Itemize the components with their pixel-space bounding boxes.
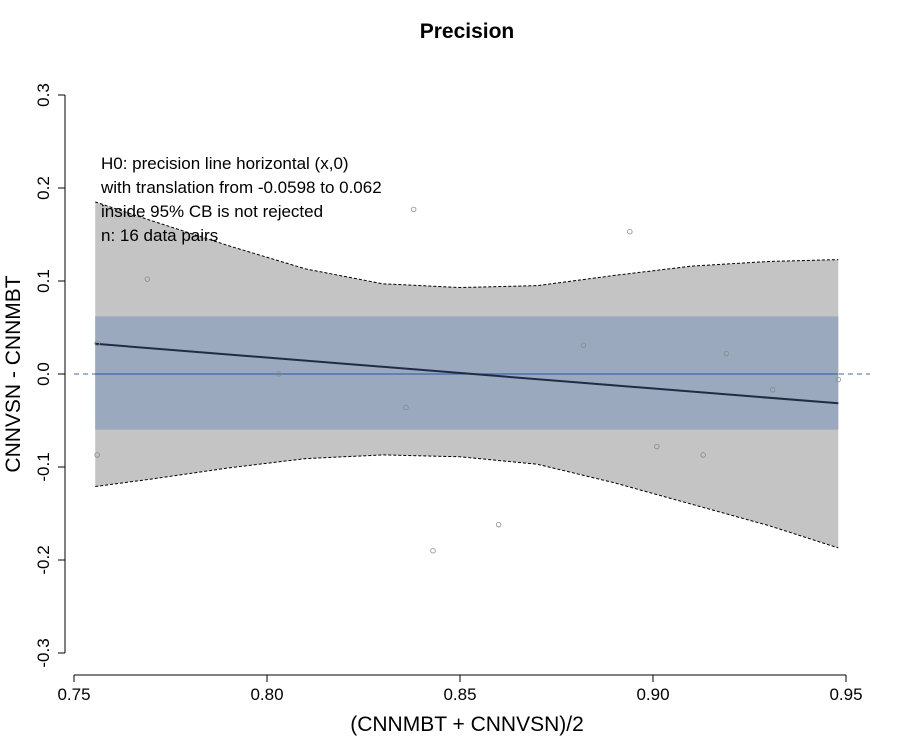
data-point bbox=[627, 229, 633, 235]
x-tick-label: 0.80 bbox=[250, 685, 283, 704]
x-tick-label: 0.90 bbox=[636, 685, 669, 704]
line-layer bbox=[74, 342, 870, 405]
point-layer bbox=[94, 206, 841, 554]
annotation-line: inside 95% CB is not rejected bbox=[101, 202, 323, 221]
x-tick-label: 0.85 bbox=[443, 685, 476, 704]
annotation-line: with translation from -0.0598 to 0.062 bbox=[100, 178, 382, 197]
data-point bbox=[410, 206, 417, 213]
y-tick-label: -0.2 bbox=[34, 545, 53, 574]
chart-title: Precision bbox=[420, 20, 515, 43]
y-tick-label: -0.1 bbox=[34, 452, 53, 481]
data-point bbox=[495, 521, 502, 528]
y-axis-label: CNNVSN - CNNMBT bbox=[2, 275, 25, 472]
x-tick-label: 0.75 bbox=[57, 685, 90, 704]
data-point bbox=[835, 376, 841, 383]
data-point bbox=[275, 371, 282, 377]
y-tick-label: 0.0 bbox=[34, 362, 53, 386]
y-tick-label: 0.2 bbox=[34, 176, 53, 200]
data-point bbox=[403, 404, 409, 411]
regression-line bbox=[95, 342, 839, 405]
band-layer bbox=[95, 201, 839, 549]
data-point bbox=[654, 443, 660, 450]
data-point bbox=[700, 452, 706, 458]
data-point bbox=[144, 276, 151, 282]
data-point bbox=[94, 452, 100, 458]
y-tick-label: 0.3 bbox=[34, 83, 53, 107]
y-tick-label: 0.1 bbox=[34, 269, 53, 293]
x-axis-label: (CNNMBT + CNNVSN)/2 bbox=[350, 713, 584, 736]
x-tick-label: 0.95 bbox=[829, 685, 862, 704]
x-axis: 0.75 0.80 0.85 0.90 0.95 bbox=[57, 674, 863, 704]
confidence-band-upper-edge bbox=[95, 201, 839, 289]
y-axis: -0.3 -0.2 -0.1 0.0 0.1 0.2 0.3 bbox=[34, 83, 66, 668]
data-point bbox=[94, 340, 100, 347]
data-point bbox=[769, 387, 776, 393]
data-point bbox=[430, 548, 436, 554]
annotation-block: H0: precision line horizontal (x,0) with … bbox=[100, 154, 382, 245]
data-point bbox=[723, 350, 730, 357]
y-tick-label: -0.3 bbox=[34, 638, 53, 667]
data-point bbox=[580, 342, 587, 348]
annotation-line: n: 16 data pairs bbox=[101, 226, 218, 245]
annotation-line: H0: precision line horizontal (x,0) bbox=[101, 154, 349, 173]
confidence-band-lower-edge bbox=[95, 454, 839, 549]
